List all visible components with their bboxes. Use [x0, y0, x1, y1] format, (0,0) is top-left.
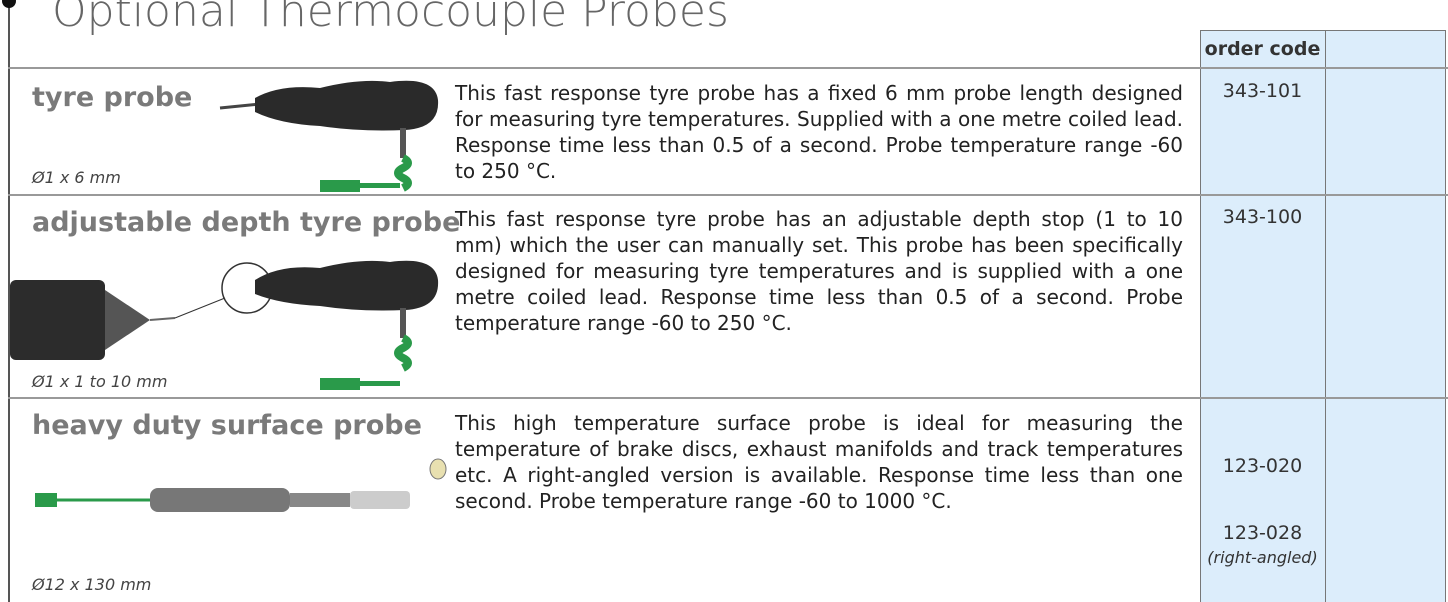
probe-image — [30, 455, 450, 530]
probe-image — [10, 250, 445, 395]
column-header: order code — [1200, 30, 1325, 68]
page: Optional Thermocouple Probes order code … — [0, 0, 1448, 602]
order-code: 343-101 — [1200, 80, 1325, 102]
probe-size: Ø1 x 6 mm — [32, 168, 121, 187]
probe-description: This fast response tyre probe has a fixe… — [455, 80, 1183, 184]
order-column-bg — [1200, 30, 1445, 602]
probe-description: This high temperature surface probe is i… — [455, 410, 1183, 514]
probe-description: This fast response tyre probe has an adj… — [455, 206, 1183, 336]
order-code: 123-020 — [1200, 455, 1325, 477]
column-border — [1325, 30, 1326, 602]
probe-name: tyre probe — [32, 82, 192, 113]
row-divider — [8, 397, 1448, 399]
probe-name: heavy duty surface probe — [32, 410, 422, 441]
row-divider — [8, 67, 1448, 69]
probe-image — [210, 70, 445, 192]
row-divider — [8, 194, 1448, 196]
bullet — [2, 0, 16, 8]
column-border — [1200, 30, 1201, 602]
probe-name: adjustable depth tyre probe — [32, 207, 460, 238]
order-code: 123-028 — [1200, 522, 1325, 544]
column-border — [1445, 30, 1446, 602]
probe-size: Ø12 x 130 mm — [32, 575, 151, 594]
order-code: 343-100 — [1200, 206, 1325, 228]
page-title: Optional Thermocouple Probes — [52, 0, 729, 37]
order-code-note: (right-angled) — [1200, 548, 1325, 567]
